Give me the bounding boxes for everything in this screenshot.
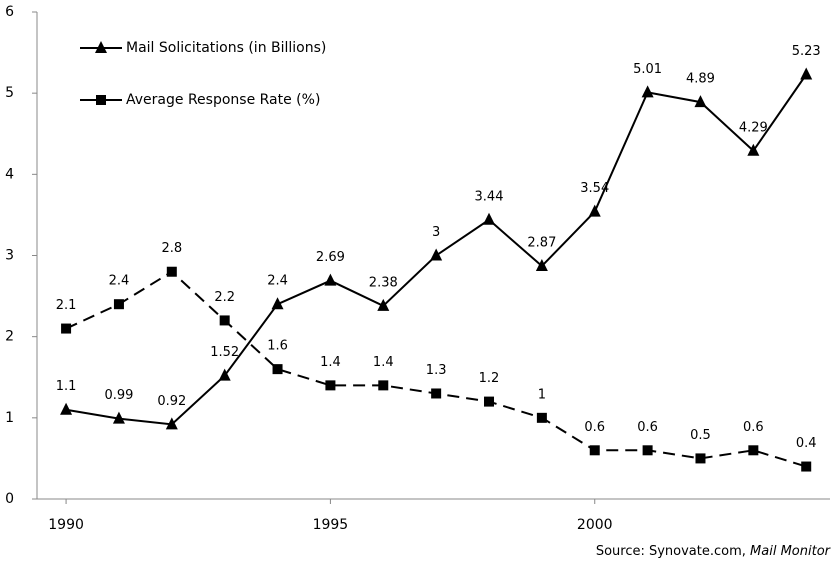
square-marker: [166, 266, 177, 277]
y-tick-label: 5: [5, 85, 14, 101]
data-label: 2.38: [369, 275, 398, 290]
y-tick-label: 6: [5, 4, 14, 20]
data-label: 1.52: [210, 345, 239, 360]
square-marker: [61, 323, 72, 334]
triangle-marker: [271, 297, 284, 310]
square-marker: [536, 412, 547, 423]
source: Source: Synovate.com, Mail Monitor: [596, 544, 832, 559]
data-label: 2.2: [214, 290, 235, 305]
square-marker: [484, 396, 495, 407]
x-tick-label: 2000: [577, 517, 613, 533]
data-label: 2.4: [267, 274, 288, 289]
data-label: 3.54: [580, 181, 609, 196]
source-italic: Mail Monitor: [750, 544, 832, 559]
data-label: 3: [432, 225, 440, 240]
triangle-marker: [747, 143, 760, 156]
data-label: 1.2: [479, 371, 500, 386]
triangle-marker: [483, 212, 496, 225]
data-label: 0.6: [637, 420, 658, 435]
square-marker: [695, 453, 706, 464]
triangle-marker: [60, 402, 73, 415]
data-label: 1.1: [56, 379, 77, 394]
data-label: 3.44: [475, 189, 504, 204]
data-label: 1.3: [426, 363, 447, 378]
data-label: 1: [538, 387, 546, 402]
square-marker: [431, 388, 442, 399]
data-label: 4.29: [739, 120, 768, 135]
x-tick-label: 1990: [48, 517, 84, 533]
data-label: 5.23: [792, 44, 821, 59]
y-tick-label: 1: [5, 410, 14, 426]
square-marker: [219, 315, 230, 326]
y-tick-label: 0: [5, 491, 14, 507]
square-marker: [378, 380, 389, 391]
data-label: 4.89: [686, 72, 715, 87]
source-text: Source: Synovate.com,: [596, 544, 750, 559]
triangle-marker: [588, 204, 601, 217]
data-label: 1.4: [373, 355, 394, 370]
data-label: 2.87: [527, 236, 556, 251]
legend-label: Mail Solicitations (in Billions): [126, 40, 326, 56]
data-label: 5.01: [633, 62, 662, 77]
y-tick-label: 3: [5, 248, 14, 264]
square-marker: [113, 299, 124, 310]
data-label: 0.6: [584, 420, 605, 435]
square-marker: [642, 445, 653, 456]
legend-label: Average Response Rate (%): [126, 92, 320, 108]
data-label: 2.8: [161, 241, 182, 256]
triangle-marker: [218, 368, 231, 381]
square-marker: [325, 380, 336, 391]
x-tick-label: 1995: [313, 517, 349, 533]
data-label: 0.5: [690, 428, 711, 443]
triangle-marker: [165, 417, 178, 430]
data-label: 1.6: [267, 339, 288, 354]
data-label: 2.69: [316, 250, 345, 265]
data-label: 2.1: [56, 298, 77, 313]
triangle-marker: [95, 41, 107, 53]
y-tick-label: 4: [5, 166, 14, 182]
y-tick-label: 2: [5, 329, 14, 345]
triangle-marker: [112, 411, 125, 424]
triangle-marker: [430, 248, 443, 261]
square-marker: [96, 95, 106, 105]
data-label: 2.4: [109, 274, 130, 289]
data-label: 0.6: [743, 420, 764, 435]
data-label: 1.4: [320, 355, 341, 370]
square-marker: [272, 364, 283, 375]
triangle-marker: [377, 298, 390, 311]
data-label: 0.99: [104, 388, 133, 403]
square-marker: [589, 445, 600, 456]
square-marker: [801, 461, 812, 472]
triangle-marker: [324, 273, 337, 286]
triangle-marker: [800, 67, 813, 80]
triangle-marker: [641, 85, 654, 98]
data-label: 0.4: [796, 436, 817, 451]
data-label: 0.92: [157, 394, 186, 409]
triangle-marker: [535, 259, 548, 272]
square-marker: [748, 445, 759, 456]
triangle-marker: [694, 95, 707, 108]
